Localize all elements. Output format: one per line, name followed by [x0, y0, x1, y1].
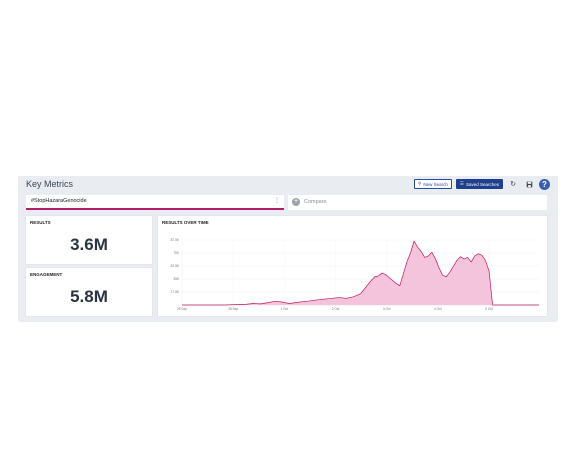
x-tick-label: 5 Oct	[485, 307, 493, 311]
y-tick-label: 70K	[173, 251, 180, 255]
help-button[interactable]: ?	[539, 178, 550, 190]
results-value: 3.6M	[70, 235, 108, 254]
list-icon: ☰	[459, 181, 464, 186]
x-tick-label: 2 Oct	[332, 307, 340, 311]
x-tick-label: 4 Oct	[434, 307, 442, 311]
saved-searches-label: Saved Searches	[465, 181, 499, 187]
series-line	[182, 240, 539, 306]
y-tick-label: 87.5K	[171, 238, 180, 242]
engagement-value: 5.8M	[70, 287, 108, 306]
x-tick-label: 3 Oct	[383, 307, 391, 311]
y-tick-label: 52.5K	[171, 264, 180, 268]
engagement-card: ENGAGEMENT 5.8M	[26, 268, 152, 316]
refresh-icon: ↻	[510, 181, 516, 188]
x-tick-label: 26 Sep	[177, 307, 187, 311]
help-icon: ?	[542, 179, 547, 189]
chart-title: RESULTS OVER TIME	[162, 220, 209, 225]
save-icon	[526, 181, 532, 187]
x-tick-label: 1 Oct	[281, 307, 289, 311]
y-tick-label: 35K	[173, 277, 180, 281]
page-title: Key Metrics	[26, 179, 74, 189]
new-search-button[interactable]: ⚲ New Search	[414, 179, 452, 189]
key-metrics-panel: Key Metrics ⚲ New Search ☰ Saved Searche…	[18, 176, 558, 322]
results-label: RESULTS	[30, 220, 51, 225]
saved-searches-button[interactable]: ☰ Saved Searches	[455, 179, 503, 189]
save-button[interactable]	[523, 178, 535, 190]
refresh-button[interactable]: ↻	[507, 178, 519, 190]
compare-label: Compare	[304, 199, 327, 205]
search-query-text: #StopHazaraGenocide	[31, 198, 87, 204]
compare-tab[interactable]: + Compare	[288, 195, 547, 210]
add-icon: +	[292, 198, 300, 206]
search-icon: ⚲	[418, 181, 422, 186]
engagement-label: ENGAGEMENT	[30, 272, 63, 277]
toolbar: ⚲ New Search ☰ Saved Searches ↻ ?	[414, 178, 550, 190]
series-area	[182, 241, 539, 305]
new-search-label: New Search	[423, 181, 448, 187]
y-tick-label: 17.5K	[171, 290, 180, 294]
results-over-time-chart: 17.5K 35K 52.5K 70K 87.5K 26 Sep 28 Sep 1 Oct 2 …	[171, 238, 539, 311]
x-tick-label: 28 Sep	[228, 307, 238, 311]
results-over-time-card: RESULTS OVER TIME 17.5K 35K 52.5K 70K 87.5K 2…	[158, 216, 547, 316]
results-card: RESULTS 3.6M	[26, 216, 152, 264]
search-query-tab[interactable]: #StopHazaraGenocide ⋮	[26, 195, 284, 210]
more-options-icon[interactable]: ⋮	[274, 198, 280, 204]
